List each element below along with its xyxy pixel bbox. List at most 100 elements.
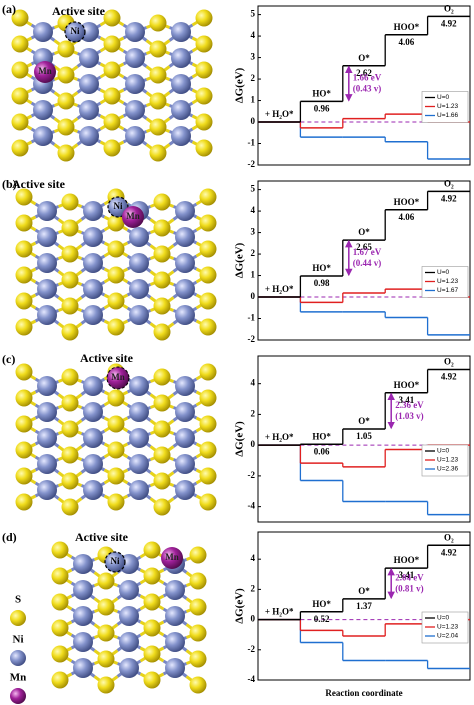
s-atom [149, 14, 167, 32]
s-atom [199, 240, 217, 258]
state-label: + H₂O* [265, 432, 294, 442]
s-atom [143, 567, 161, 585]
s-atom [57, 66, 75, 84]
ni-atom [175, 428, 195, 448]
structure [15, 363, 217, 516]
s-atom [11, 139, 29, 157]
s-atom [61, 368, 79, 386]
state-label: O* [358, 416, 370, 426]
s-atom [97, 650, 115, 668]
s-atom [61, 420, 79, 438]
data-label: 4.92 [441, 547, 457, 557]
y-tick-label: 2 [251, 73, 256, 83]
ni-atom [175, 376, 195, 396]
active-site-label: Active site [80, 351, 134, 365]
state-label: HOO* [394, 197, 420, 207]
y-tick-label: -2 [248, 644, 256, 654]
ni-atom [171, 74, 191, 94]
s-atom [15, 363, 33, 381]
s-atom [149, 40, 167, 58]
y-axis-label: ΔG(eV) [234, 242, 246, 278]
annotation: (0.44 v) [353, 258, 382, 268]
s-atom [195, 113, 213, 131]
s-atom [103, 113, 121, 131]
ni-atom [73, 606, 93, 626]
y-tick-label: 5 [251, 9, 256, 19]
plot-frame [257, 5, 471, 166]
state-label: + H₂O* [265, 109, 294, 119]
legend-label: U=1.23 [437, 103, 459, 110]
s-atom [103, 87, 121, 105]
s-atom [189, 676, 207, 694]
s-atom [11, 113, 29, 131]
legend-label: U=0 [437, 94, 449, 101]
s-atom [15, 292, 33, 310]
s-atom [15, 240, 33, 258]
y-tick-label: 4 [251, 378, 256, 388]
ni-atom [83, 201, 103, 221]
annotation: 1.66 eV [353, 73, 382, 83]
plot-frame [257, 180, 471, 341]
s-atom [189, 650, 207, 668]
ni-atom [37, 305, 57, 325]
legend-label: U=1.67 [437, 287, 459, 294]
s-atom [51, 593, 69, 611]
s-atom [15, 415, 33, 433]
y-tick-label: 0 [251, 116, 256, 126]
legend-label: U=1.23 [437, 278, 459, 285]
state-label: HO* [312, 263, 331, 273]
y-tick-label: -2 [248, 159, 256, 169]
y-axis-label: ΔG(eV) [234, 421, 246, 457]
s-atom [57, 92, 75, 110]
legend-label: U=1.23 [437, 457, 459, 464]
state-label: HOO* [394, 22, 420, 32]
data-label: 1.05 [356, 431, 372, 441]
y-tick-label: -4 [248, 501, 256, 511]
s-atom [97, 598, 115, 616]
y-tick-label: 4 [251, 30, 256, 40]
s-atom [61, 193, 79, 211]
s-atom [153, 271, 171, 289]
atom-label: Mn [165, 552, 179, 562]
ni-atom [165, 658, 185, 678]
legend-label: U=1.23 [437, 624, 459, 631]
ni-atom [73, 658, 93, 678]
s-atom [15, 467, 33, 485]
s-atom [153, 297, 171, 315]
s-atom [199, 188, 217, 206]
ni-atom [83, 480, 103, 500]
s-atom [61, 472, 79, 490]
ni-atom [129, 279, 149, 299]
s-atom [153, 420, 171, 438]
s-atom [97, 572, 115, 590]
ni-atom [125, 74, 145, 94]
s-atom [107, 415, 125, 433]
data-label: 4.92 [441, 372, 457, 382]
state-label: HOO* [394, 380, 420, 390]
ni-atom [73, 554, 93, 574]
atom-label: Mn [38, 66, 52, 76]
ni-atom [175, 227, 195, 247]
s-atom [199, 318, 217, 336]
legend-label: U=0 [437, 269, 449, 276]
s-atom [107, 467, 125, 485]
data-label: 2.62 [356, 68, 372, 78]
ni-atom [129, 227, 149, 247]
s-atom [199, 415, 217, 433]
y-tick-label: 0 [251, 614, 256, 624]
s-atom [199, 389, 217, 407]
y-tick-label: 1 [251, 270, 256, 280]
s-atom [149, 144, 167, 162]
ni-atom [119, 580, 139, 600]
state-label: O* [358, 53, 370, 63]
ni-atom [165, 606, 185, 626]
s-atom [61, 271, 79, 289]
s-atom [153, 368, 171, 386]
data-label: 4.06 [399, 37, 415, 47]
s-atom [103, 35, 121, 53]
y-tick-label: 0 [251, 291, 256, 301]
ni-atom [33, 22, 53, 42]
atom-legend-label: Ni [13, 634, 24, 646]
s-atom [51, 541, 69, 559]
s-atom [153, 219, 171, 237]
